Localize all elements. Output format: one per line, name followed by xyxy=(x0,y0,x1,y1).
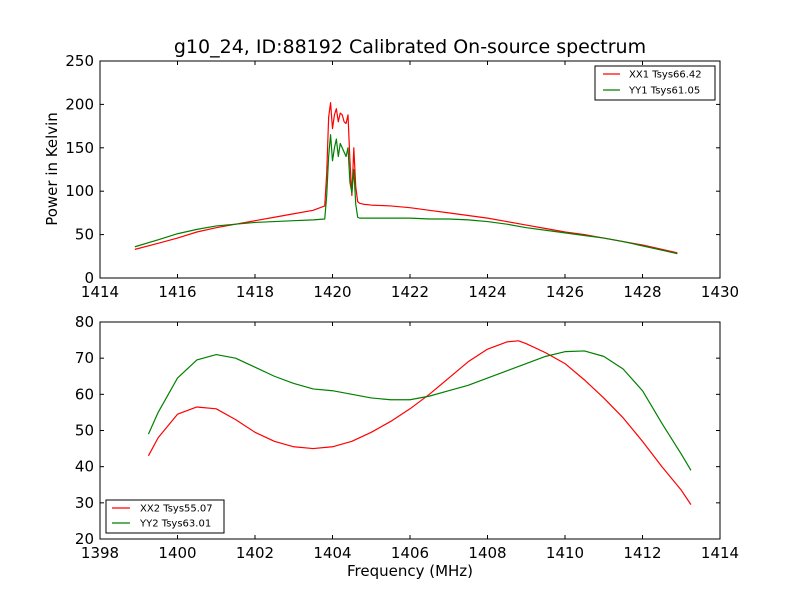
top-plot-area: 1414 1416 1418 1420 1422 1424 1426 1428 1430 0 50 1… xyxy=(65,52,739,301)
y-tick-label: 60 xyxy=(75,385,94,403)
legend-box xyxy=(594,65,716,101)
x-tick-label: 1422 xyxy=(391,283,429,301)
series-line-xx2 xyxy=(147,340,692,505)
legend-label-yy1: YY1 Tsys61.05 xyxy=(628,86,700,97)
y-tick-label: 150 xyxy=(65,139,94,157)
y-tick-label: 0 xyxy=(84,269,94,287)
series-line-xx1 xyxy=(134,102,678,254)
legend-label-xx2: XX2 Tsys55.07 xyxy=(140,504,213,515)
y-tick-label: 20 xyxy=(75,530,94,548)
x-tick-label: 1408 xyxy=(468,544,506,562)
legend-box xyxy=(105,499,225,534)
legend-label-yy2: YY2 Tsys63.01 xyxy=(139,519,211,530)
x-tick-label: 1414 xyxy=(701,544,739,562)
y-tick-label: 200 xyxy=(65,95,94,113)
series-line-yy2 xyxy=(147,350,692,471)
series-line-yy1 xyxy=(134,134,678,255)
x-tick-label: 1398 xyxy=(81,544,119,562)
x-tick-label: 1400 xyxy=(158,544,196,562)
x-tick-label: 1420 xyxy=(313,283,351,301)
y-tick-label: 40 xyxy=(75,458,94,476)
x-tick-label: 1410 xyxy=(546,544,584,562)
bottom-legend: XX2 Tsys55.07 YY2 Tsys63.01 xyxy=(105,499,225,534)
legend-label-xx1: XX1 Tsys66.42 xyxy=(629,70,702,81)
x-tick-label: 1426 xyxy=(546,283,584,301)
y-tick-label: 100 xyxy=(65,182,94,200)
y-tick-label: 50 xyxy=(75,226,94,244)
bottom-panel: 1398 1400 1402 1404 1406 1408 1410 1412 1414 20 30… xyxy=(75,313,739,580)
x-tick-label: 1416 xyxy=(158,283,196,301)
x-tick-label: 1428 xyxy=(623,283,661,301)
x-tick-label: 1402 xyxy=(236,544,274,562)
x-tick-label: 1406 xyxy=(391,544,429,562)
x-axis-label: Frequency (MHz) xyxy=(347,562,473,580)
x-tick-label: 1404 xyxy=(313,544,351,562)
x-tick-label: 1414 xyxy=(81,283,119,301)
y-axis-label: Power in Kelvin xyxy=(43,112,61,226)
x-tick-label: 1430 xyxy=(701,283,739,301)
y-tick-label: 70 xyxy=(75,349,94,367)
x-tick-label: 1424 xyxy=(468,283,506,301)
y-tick-label: 30 xyxy=(75,494,94,512)
x-tick-label: 1412 xyxy=(623,544,661,562)
bottom-plot-area: 1398 1400 1402 1404 1406 1408 1410 1412 1414 20 30… xyxy=(75,313,739,562)
chart-title: g10_24, ID:88192 Calibrated On-source sp… xyxy=(174,36,646,58)
top-panel: g10_24, ID:88192 Calibrated On-source sp… xyxy=(43,36,739,301)
top-legend: XX1 Tsys66.42 YY1 Tsys61.05 xyxy=(594,65,716,101)
y-tick-label: 250 xyxy=(65,52,94,70)
y-tick-label: 80 xyxy=(75,313,94,331)
x-tick-label: 1418 xyxy=(236,283,274,301)
y-tick-label: 50 xyxy=(75,422,94,440)
